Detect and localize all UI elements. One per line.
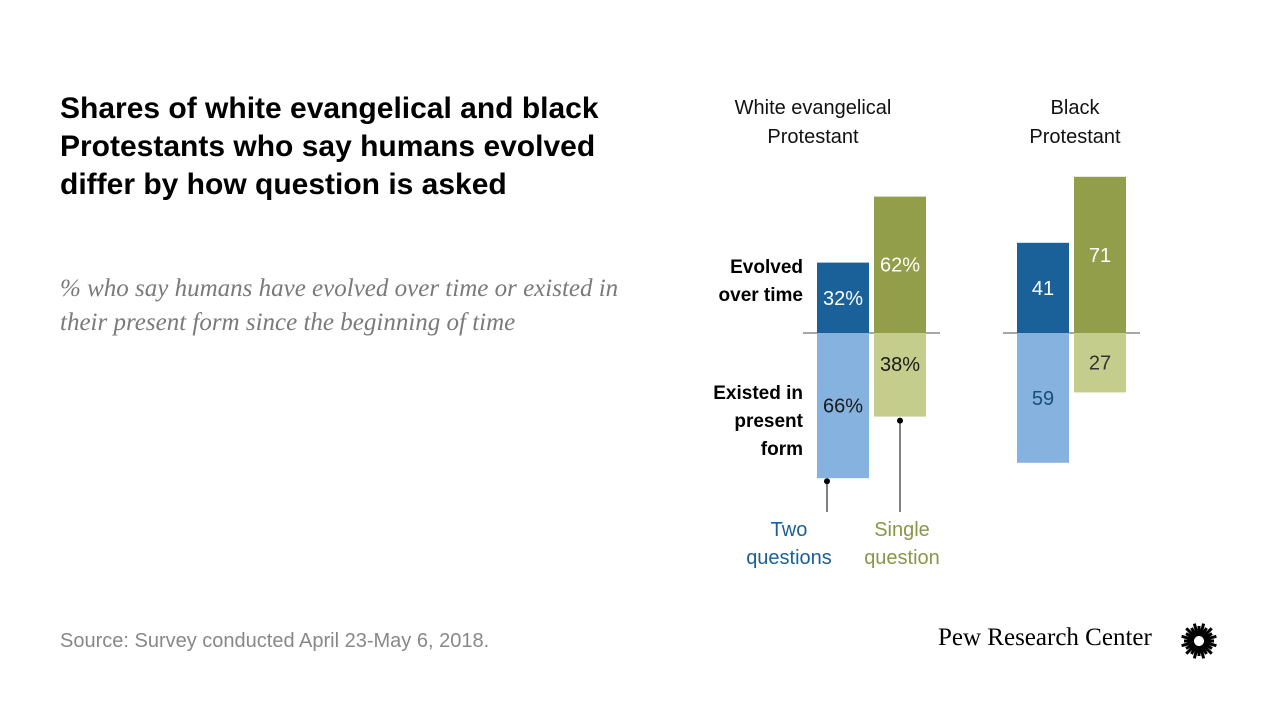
data-label-evolved-single-0: 62% bbox=[880, 255, 920, 277]
logo-ray bbox=[1200, 644, 1208, 655]
bar-evolved-two-0 bbox=[817, 262, 869, 333]
logo-ray bbox=[1201, 643, 1213, 655]
bar-evolved-single-0 bbox=[874, 196, 926, 333]
data-label-existed-single-1: 27 bbox=[1089, 353, 1111, 375]
logo-ray bbox=[1185, 632, 1196, 640]
chart-title: Shares of white evangelical and black Pr… bbox=[60, 92, 599, 201]
legend-single-question: Single question bbox=[864, 519, 940, 569]
logo-ray bbox=[1198, 645, 1206, 659]
bar-existed-single-0 bbox=[874, 333, 926, 417]
data-label-existed-two-1: 59 bbox=[1032, 388, 1054, 410]
legend-two-questions: Two questions bbox=[746, 519, 832, 569]
row-label-existed: Existed in present form bbox=[713, 383, 803, 460]
bar-existed-two-0 bbox=[817, 333, 869, 479]
bar-existed-single-1 bbox=[1074, 333, 1126, 393]
logo-ray bbox=[1200, 627, 1208, 638]
logo-ray bbox=[1190, 627, 1198, 638]
logo-ray bbox=[1181, 640, 1195, 648]
bar-evolved-single-1 bbox=[1074, 176, 1126, 333]
logo-ray bbox=[1198, 623, 1206, 637]
logo-ray bbox=[1201, 627, 1213, 639]
pew-starburst-icon bbox=[1181, 623, 1217, 659]
logo-ray bbox=[1181, 634, 1195, 642]
brand-name: Pew Research Center bbox=[938, 624, 1152, 651]
chart-subtitle: % who say humans have evolved over time … bbox=[60, 275, 619, 336]
data-label-existed-single-0: 38% bbox=[880, 354, 920, 376]
bar-existed-two-1 bbox=[1017, 333, 1069, 463]
group-label-black-protestant: Black Protestant bbox=[1029, 97, 1121, 148]
logo-ray bbox=[1202, 632, 1213, 640]
data-label-evolved-two-1: 41 bbox=[1032, 278, 1054, 300]
bar-evolved-two-1 bbox=[1017, 242, 1069, 333]
logo-ray bbox=[1203, 640, 1217, 648]
data-label-existed-two-0: 66% bbox=[823, 396, 863, 418]
source-note: Source: Survey conducted April 23-May 6,… bbox=[60, 630, 490, 652]
logo-ray bbox=[1192, 623, 1200, 637]
logo-ray bbox=[1185, 643, 1197, 655]
logo-ray bbox=[1202, 642, 1213, 650]
logo-ray bbox=[1203, 634, 1217, 642]
logo-ray bbox=[1185, 642, 1196, 650]
group-label-white-evangelical: White evangelical Protestant bbox=[734, 97, 892, 148]
data-label-evolved-single-1: 71 bbox=[1089, 245, 1111, 267]
logo-ray bbox=[1185, 627, 1197, 639]
row-label-evolved: Evolved over time bbox=[718, 257, 803, 306]
data-label-evolved-two-0: 32% bbox=[823, 288, 863, 310]
logo-ray bbox=[1192, 645, 1200, 659]
logo-ray bbox=[1190, 644, 1198, 655]
